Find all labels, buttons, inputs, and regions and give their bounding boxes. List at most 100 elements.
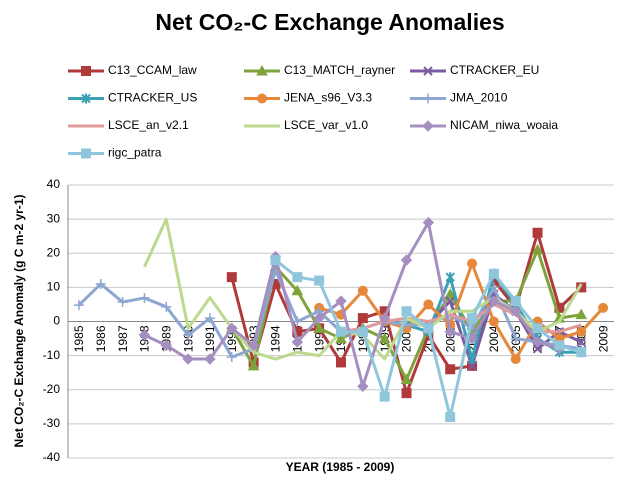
point (117, 297, 128, 308)
point (531, 243, 544, 255)
legend-marker (81, 148, 91, 159)
point (335, 295, 347, 307)
x-tick-label: 1994 (269, 325, 283, 352)
point (378, 332, 391, 344)
point (378, 312, 391, 324)
x-tick-label: 2009 (596, 325, 610, 352)
point (204, 313, 215, 324)
series (314, 258, 609, 365)
y-tick-label: -40 (43, 450, 61, 464)
point (400, 254, 413, 266)
x-tick-label: 1987 (116, 325, 130, 352)
point (576, 282, 587, 293)
series-line (77, 268, 582, 359)
point (576, 326, 587, 337)
point (575, 308, 588, 320)
y-tick-label: -30 (43, 416, 61, 430)
x-tick-label: 1986 (94, 325, 108, 352)
y-tick-label: 40 (47, 177, 61, 191)
legend-marker (423, 66, 433, 76)
legend-label: LSCE_var_v1.0 (284, 118, 368, 132)
point (335, 332, 347, 344)
legend-marker (81, 66, 91, 76)
point (183, 330, 194, 341)
x-axis-title: YEAR (1985 - 2009) (286, 460, 395, 474)
point (291, 336, 304, 348)
point (292, 272, 303, 283)
point (291, 284, 304, 296)
point (444, 326, 456, 338)
legend-label: C13_MATCH_rayner (284, 63, 395, 77)
series (270, 255, 587, 423)
x-tick-label: 1991 (203, 325, 217, 352)
point (467, 361, 477, 371)
point (401, 388, 412, 399)
chart-title: Net CO₂-C Exchange Anomalies (155, 9, 504, 35)
point (554, 340, 565, 351)
y-tick-label: 30 (47, 211, 61, 225)
legend-label: JMA_2010 (450, 91, 508, 105)
legend-label: NICAM_niwa_woaia (450, 118, 558, 132)
y-tick-label: -20 (43, 382, 61, 396)
point (598, 302, 609, 313)
point (423, 299, 434, 310)
point (576, 337, 586, 347)
point (336, 326, 346, 337)
legend-label: rigc_patra (108, 146, 162, 160)
point (510, 296, 521, 307)
point (467, 258, 478, 269)
series-line (143, 221, 560, 388)
point (226, 272, 237, 283)
point (204, 353, 216, 365)
point (445, 296, 455, 306)
legend-marker (81, 93, 91, 104)
point (445, 272, 455, 283)
legend-label: CTRACKER_US (108, 91, 197, 105)
point (95, 278, 106, 289)
point (357, 380, 369, 393)
point (292, 316, 303, 327)
point (444, 288, 457, 299)
legend-label: C13_CCAM_law (108, 63, 197, 77)
point (314, 275, 325, 286)
point (531, 336, 544, 348)
point (488, 268, 499, 279)
point (532, 227, 543, 238)
point (73, 300, 84, 311)
legend-marker (423, 93, 433, 104)
legend-label: LSCE_an_v2.1 (108, 118, 189, 132)
point (400, 373, 413, 385)
y-axis-title: Net CO₂-C Exchange Anomaly (g C m-2 yr-1… (12, 195, 26, 448)
point (510, 333, 521, 344)
point (401, 306, 412, 317)
point (247, 339, 260, 352)
point (357, 313, 368, 324)
legend-marker (257, 93, 267, 104)
legend-marker (422, 120, 434, 132)
point (139, 292, 150, 303)
point (532, 344, 543, 354)
point (423, 323, 434, 334)
legend-label: JENA_s96_V3.3 (284, 91, 372, 105)
point (336, 357, 346, 368)
point (160, 339, 172, 352)
point (422, 216, 435, 229)
legend-label: CTRACKER_EU (450, 63, 539, 77)
y-tick-label: 20 (47, 245, 61, 259)
x-tick-label: 2004 (487, 325, 501, 352)
point (161, 301, 172, 312)
point (247, 359, 260, 371)
point (138, 329, 151, 341)
point (313, 322, 326, 333)
point (445, 364, 456, 375)
legend-marker (256, 64, 268, 76)
point (313, 312, 325, 324)
series (138, 216, 566, 393)
point (226, 322, 238, 335)
point (510, 354, 521, 365)
y-tick-label: 0 (53, 314, 60, 328)
point (467, 313, 478, 324)
point (357, 326, 368, 337)
point (445, 412, 456, 423)
